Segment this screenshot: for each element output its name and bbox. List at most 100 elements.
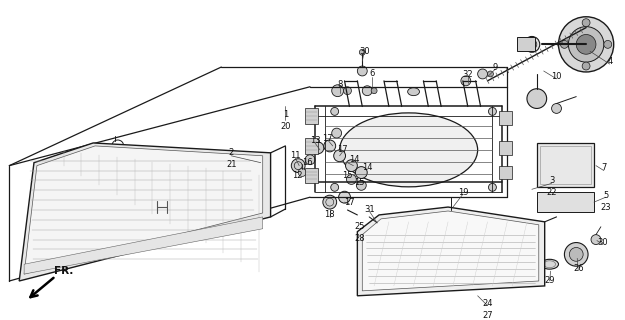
Circle shape (527, 89, 547, 108)
Text: 14: 14 (349, 155, 359, 164)
Text: 8: 8 (337, 80, 342, 89)
Text: 21: 21 (226, 160, 236, 169)
Text: 25: 25 (354, 222, 364, 231)
Text: 15: 15 (342, 171, 352, 180)
Circle shape (291, 159, 305, 172)
Ellipse shape (339, 113, 478, 187)
Text: 26: 26 (573, 264, 584, 273)
Circle shape (324, 140, 336, 152)
Text: 28: 28 (354, 234, 364, 243)
Polygon shape (499, 166, 512, 180)
Circle shape (377, 222, 387, 232)
Circle shape (564, 243, 588, 266)
Text: 24: 24 (482, 299, 492, 308)
Circle shape (344, 87, 351, 95)
Circle shape (569, 247, 583, 261)
Circle shape (323, 195, 337, 209)
Text: 4: 4 (607, 57, 612, 66)
Polygon shape (305, 168, 318, 183)
Circle shape (582, 19, 590, 27)
Circle shape (576, 35, 596, 54)
Text: 18: 18 (324, 211, 335, 220)
Circle shape (332, 128, 342, 138)
Polygon shape (362, 211, 539, 291)
Circle shape (346, 174, 356, 184)
Circle shape (552, 104, 561, 113)
Circle shape (362, 86, 372, 96)
Circle shape (332, 85, 344, 97)
Polygon shape (305, 138, 318, 154)
Text: 12: 12 (292, 171, 302, 180)
Text: 19: 19 (458, 188, 468, 197)
Polygon shape (24, 217, 262, 274)
Circle shape (305, 155, 315, 165)
Polygon shape (537, 192, 594, 212)
Text: 16: 16 (302, 158, 312, 167)
Circle shape (368, 228, 376, 236)
Polygon shape (19, 143, 271, 281)
Circle shape (524, 36, 540, 52)
Circle shape (298, 169, 306, 177)
Circle shape (346, 160, 358, 172)
Polygon shape (499, 141, 512, 155)
Text: 3: 3 (549, 176, 554, 185)
Polygon shape (305, 108, 318, 124)
Text: 14: 14 (362, 163, 372, 172)
Text: 29: 29 (544, 276, 555, 285)
Text: 11: 11 (290, 151, 301, 160)
Circle shape (489, 183, 496, 191)
Polygon shape (357, 207, 545, 296)
Circle shape (331, 108, 339, 115)
Text: 23: 23 (601, 203, 611, 212)
Text: 2: 2 (229, 148, 234, 157)
Circle shape (568, 27, 604, 62)
Circle shape (151, 195, 174, 219)
Bar (537, 143, 594, 187)
Polygon shape (499, 111, 512, 125)
Text: 15: 15 (354, 178, 364, 187)
Circle shape (312, 142, 324, 154)
Bar (540, 146, 591, 184)
Circle shape (356, 180, 366, 190)
Circle shape (527, 39, 537, 49)
Text: 31: 31 (364, 204, 374, 213)
Circle shape (359, 49, 365, 55)
Ellipse shape (541, 259, 559, 269)
Text: 9: 9 (492, 62, 498, 72)
Circle shape (604, 40, 612, 48)
Circle shape (559, 17, 614, 72)
Circle shape (356, 167, 367, 179)
Text: 17: 17 (344, 198, 355, 207)
Text: 30: 30 (598, 238, 608, 247)
Circle shape (488, 71, 493, 77)
Text: 5: 5 (603, 191, 609, 200)
Circle shape (371, 88, 377, 94)
Text: 13: 13 (309, 137, 320, 146)
Text: 7: 7 (601, 163, 606, 172)
Circle shape (478, 69, 488, 79)
Circle shape (461, 76, 471, 86)
Text: 1: 1 (282, 110, 288, 119)
Circle shape (561, 40, 568, 48)
Circle shape (357, 66, 367, 76)
Bar (517, 37, 535, 51)
Circle shape (591, 235, 601, 244)
Circle shape (334, 150, 346, 162)
Text: 22: 22 (546, 188, 557, 197)
Circle shape (339, 191, 351, 203)
Circle shape (489, 108, 496, 115)
Text: 27: 27 (482, 311, 493, 320)
Circle shape (446, 210, 456, 220)
Text: 32: 32 (462, 70, 473, 79)
Text: 10: 10 (551, 72, 562, 81)
Polygon shape (24, 146, 262, 274)
Ellipse shape (408, 88, 419, 96)
Text: FR.: FR. (54, 266, 73, 276)
Circle shape (582, 62, 590, 70)
Text: 17: 17 (338, 145, 348, 154)
Circle shape (331, 183, 339, 191)
Text: 6: 6 (369, 69, 375, 78)
Text: 20: 20 (280, 122, 291, 131)
Text: 17: 17 (322, 133, 333, 142)
Text: 30: 30 (359, 47, 369, 56)
